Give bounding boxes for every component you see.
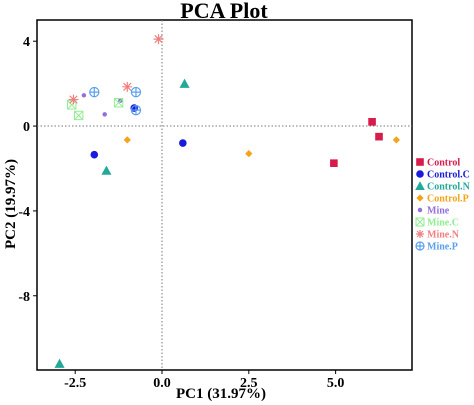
point-control-p [123, 136, 131, 144]
legend-item-control-c: Control.C [416, 170, 470, 181]
legend-item-control: Control [416, 158, 460, 169]
legend-marker-control-n [415, 181, 425, 190]
legend-marker-control-c [416, 170, 424, 178]
series-control-n [54, 78, 190, 368]
point-control-n [179, 78, 190, 88]
y-tick-label: -8 [18, 290, 30, 305]
legend-label-mine-c: Mine.C [427, 218, 459, 229]
series-mine-p [89, 86, 142, 116]
series-control-p [123, 136, 400, 158]
legend-label-control-p: Control.P [427, 194, 469, 205]
data-points [54, 34, 400, 368]
point-control [375, 132, 383, 141]
x-tick-label: 2.5 [240, 376, 258, 391]
y-tick-label: -4 [18, 205, 30, 220]
plot-border [36, 19, 413, 371]
legend-label-mine: Mine [427, 206, 450, 217]
x-tick-label: 5.0 [327, 376, 345, 391]
point-mine-c [73, 110, 84, 121]
point-mine-n [153, 34, 164, 45]
x-tick-label: -2.5 [64, 376, 86, 391]
plot-frame [36, 19, 413, 371]
point-mine-p [130, 104, 142, 116]
series-control [330, 118, 383, 167]
legend: ControlControl.CControl.NControl.PMineMi… [415, 158, 471, 253]
x-tick-label: 0.0 [153, 376, 171, 391]
legend-marker-control-p [416, 194, 424, 202]
point-mine-c [113, 98, 124, 108]
point-control [368, 118, 376, 126]
legend-item-control-p: Control.P [416, 194, 469, 205]
legend-label-mine-p: Mine.P [427, 242, 458, 253]
point-mine-n [122, 81, 133, 92]
point-mine-p [130, 86, 142, 98]
legend-item-mine-c: Mine.C [415, 217, 459, 229]
legend-marker-mine-n [416, 230, 424, 238]
legend-marker-mine-c [415, 217, 425, 227]
series-mine-n [68, 34, 164, 105]
y-axis-title: PC2 (19.97%) [3, 159, 19, 249]
chart-title: PCA Plot [180, 0, 268, 23]
legend-label-control: Control [427, 158, 460, 169]
point-mine-p [89, 86, 100, 98]
legend-item-mine: Mine [417, 206, 450, 217]
point-control-n [54, 358, 65, 368]
point-control-p [245, 150, 253, 158]
point-mine-n [68, 94, 79, 105]
y-tick-label: 0 [23, 120, 30, 135]
legend-marker-mine [417, 207, 423, 213]
point-control-c [90, 150, 99, 159]
point-control [330, 159, 338, 167]
point-mine [102, 112, 107, 117]
point-control-p [392, 136, 400, 144]
legend-item-mine-p: Mine.P [415, 241, 458, 253]
legend-label-mine-n: Mine.N [427, 230, 460, 241]
x-axis-title: PC1 (31.97%) [176, 386, 266, 402]
legend-item-mine-n: Mine.N [416, 230, 460, 241]
legend-label-control-c: Control.C [427, 170, 470, 181]
x-axis-ticks: -2.5 0.0 2.5 5.0 [64, 370, 344, 391]
y-axis-ticks: 4 0 -4 -8 [18, 35, 37, 305]
legend-item-control-n: Control.N [415, 181, 471, 193]
legend-marker-control [416, 158, 424, 166]
reference-lines [37, 20, 412, 370]
series-mine-c [67, 98, 124, 121]
y-tick-label: 4 [23, 35, 30, 50]
legend-marker-mine-p [415, 241, 425, 251]
legend-label-control-n: Control.N [427, 182, 471, 193]
point-mine [81, 93, 87, 98]
point-control-c [179, 139, 187, 147]
point-control-n [101, 165, 112, 175]
